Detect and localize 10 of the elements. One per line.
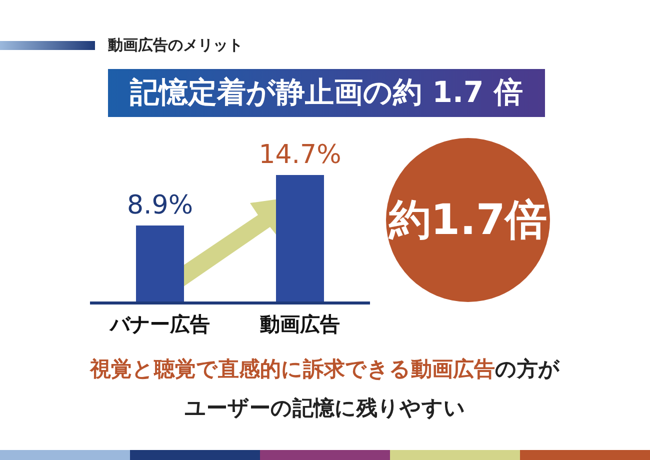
- text: の方が: [495, 357, 560, 381]
- data-label: 8.9%: [126, 190, 194, 221]
- x-tick-label: 動画広告: [259, 312, 340, 336]
- x-tick-label: バナー広告: [109, 312, 210, 336]
- text: 約1.7倍: [386, 138, 550, 302]
- data-label: 14.7%: [258, 140, 342, 170]
- chart-subtitle: 動画広告のメリット: [108, 36, 243, 55]
- text: 視覚と聴覚で直感的に訴求できる動画広告: [90, 357, 495, 381]
- chart-title: 記憶定着が静止画の約 1.7 倍: [108, 69, 545, 117]
- text: ユーザーの記憶に残りやすい: [184, 395, 466, 422]
